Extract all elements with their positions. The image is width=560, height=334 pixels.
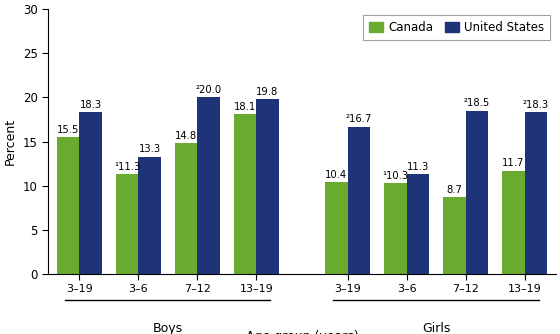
Bar	[502, 171, 525, 274]
Bar	[175, 143, 197, 274]
Text: 18.1: 18.1	[234, 102, 256, 112]
Text: ²20.0: ²20.0	[195, 85, 222, 95]
Bar	[384, 183, 407, 274]
Text: ²18.3: ²18.3	[522, 100, 549, 110]
Bar	[80, 113, 102, 274]
Text: 10.4: 10.4	[325, 170, 348, 180]
Text: 14.8: 14.8	[175, 131, 197, 141]
X-axis label: Age group (years): Age group (years)	[245, 330, 358, 334]
Text: 15.5: 15.5	[57, 125, 80, 135]
Bar	[325, 182, 348, 274]
Bar	[465, 111, 488, 274]
Bar	[57, 137, 80, 274]
Bar	[197, 98, 220, 274]
Bar	[348, 127, 370, 274]
Text: 18.3: 18.3	[80, 100, 101, 110]
Text: 8.7: 8.7	[446, 185, 463, 195]
Bar	[525, 113, 547, 274]
Text: 11.3: 11.3	[407, 162, 429, 172]
Text: ¹10.3: ¹10.3	[382, 171, 408, 181]
Y-axis label: Percent: Percent	[4, 118, 17, 165]
Bar	[116, 174, 138, 274]
Legend: Canada, United States: Canada, United States	[363, 15, 550, 40]
Text: ²18.5: ²18.5	[464, 99, 490, 109]
Bar	[138, 157, 161, 274]
Text: ¹11.3: ¹11.3	[114, 162, 140, 172]
Bar	[256, 99, 279, 274]
Text: Girls: Girls	[422, 322, 450, 334]
Bar	[407, 174, 429, 274]
Bar	[234, 114, 256, 274]
Text: Boys: Boys	[153, 322, 183, 334]
Text: ²16.7: ²16.7	[346, 114, 372, 124]
Text: 19.8: 19.8	[256, 87, 278, 97]
Text: 11.7: 11.7	[502, 158, 525, 168]
Text: 13.3: 13.3	[138, 144, 161, 154]
Bar	[443, 197, 465, 274]
